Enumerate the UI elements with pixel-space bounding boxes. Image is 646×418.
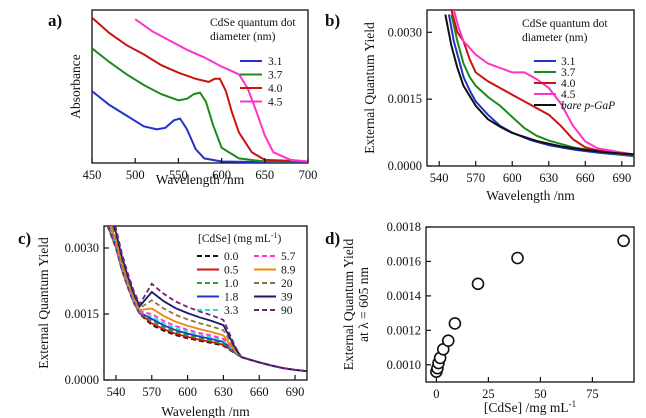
panel-b-legend-label: bare p-GaP <box>561 100 615 112</box>
panel-d-xtick-label: 25 <box>482 387 495 401</box>
panel-d-xtick-label: 50 <box>534 387 547 401</box>
panel-c-ytick-label: 0.0030 <box>65 241 99 255</box>
panel-c-legend-label: 1.8 <box>224 292 239 304</box>
panel-a-series-line <box>134 18 308 163</box>
panel-d-ytick-label: 0.0018 <box>387 220 421 234</box>
panel-c-xtick-label: 630 <box>214 385 233 399</box>
panel-c-legend-label: 20 <box>281 278 293 290</box>
panel-a-frame <box>91 9 309 164</box>
panel-b-xtick-label: 540 <box>430 171 449 185</box>
panel-d-data-point <box>617 234 630 248</box>
panel-c-legend-label: 3.3 <box>224 305 239 317</box>
panel-a-legend-title: diameter (nm) <box>210 31 276 43</box>
panel-a-legend-label: 4.5 <box>268 97 283 109</box>
panel-d-ytick-label: 0.0014 <box>387 289 422 303</box>
panel-d-xtick-label: 75 <box>586 387 599 401</box>
panel-d-ylabel: at λ = 605 nm <box>356 267 371 342</box>
panel-a-xtick-label: 650 <box>255 168 274 182</box>
panel-a-ylabel: Absorbance <box>68 54 83 118</box>
panel-c-xtick-label: 570 <box>142 385 161 399</box>
panel-a-xtick-label: 700 <box>299 168 318 182</box>
panel-a-series-line <box>92 90 308 163</box>
panel-b-xlabel: Wavelength /nm <box>486 188 575 203</box>
panel-c-legend-label: 0.5 <box>224 265 239 277</box>
panel-b-xtick-label: 690 <box>612 171 631 185</box>
panel-a-legend-title: CdSe quantum dot <box>210 17 296 29</box>
panel-d-frame <box>425 226 635 383</box>
panel-a-legend-label: 3.7 <box>268 70 283 82</box>
panel-c-xtick-label: 690 <box>286 385 305 399</box>
panel-b-series-line <box>444 14 634 156</box>
panel-b-legend-label: 3.1 <box>561 56 576 68</box>
panel-a-label: a) <box>48 11 62 30</box>
panel-b-xtick-label: 660 <box>576 171 595 185</box>
panel-b-legend-title: diameter (nm) <box>522 32 588 44</box>
panel-a-xtick-label: 500 <box>126 168 145 182</box>
panel-c-legend-title: [CdSe] (mg mL-1) <box>198 231 282 245</box>
panel-b-label: b) <box>325 11 340 30</box>
panel-c-label: c) <box>18 229 31 248</box>
panel-c-ytick-label: 0.0015 <box>65 307 99 321</box>
panel-b-ytick-label: 0.0015 <box>388 92 422 106</box>
panel-b-xtick-label: 630 <box>539 171 558 185</box>
panel-c-ytick-label: 0.0000 <box>65 373 99 387</box>
panel-a-series-line <box>92 16 308 163</box>
panel-c-legend-label: 0.0 <box>224 251 239 263</box>
panel-b-frame <box>426 9 635 167</box>
panel-c-xtick-label: 660 <box>250 385 269 399</box>
panel-c-legend-label: 90 <box>281 305 293 317</box>
panel-c-legend-label: 1.0 <box>224 278 239 290</box>
panel-c-ylabel: External Quantum Yield <box>36 237 51 369</box>
panel-a-legend-label: 3.1 <box>268 56 283 68</box>
panel-a-xtick-label: 450 <box>83 168 102 182</box>
panel-a-xtick-label: 600 <box>212 168 231 182</box>
panel-b-ytick-label: 0.0030 <box>388 25 422 39</box>
panel-c-legend-title-end: ) <box>278 233 282 245</box>
panel-c-xtick-label: 540 <box>107 385 126 399</box>
panel-a-legend-label: 4.0 <box>268 83 283 95</box>
panel-c-legend-label: 39 <box>281 292 293 304</box>
panel-d-xlabel-sup: -1 <box>569 399 577 409</box>
panel-c-legend-label: 5.7 <box>281 251 296 263</box>
panel-d-data-point <box>511 251 524 265</box>
panel-c-xtick-label: 600 <box>178 385 197 399</box>
panel-b-legend-label: 3.7 <box>561 67 576 79</box>
panel-b-series-line <box>452 10 634 156</box>
panel-d-xtick-label: 0 <box>433 387 439 401</box>
panel-d-data-point <box>448 317 462 330</box>
panel-d-ylabel: External Quantum Yield <box>341 239 356 371</box>
panel-b-series-line <box>450 10 634 157</box>
panel-d-ytick-label: 0.0012 <box>387 323 421 337</box>
panel-c-series-line <box>114 226 307 373</box>
panel-b-legend-label: 4.0 <box>561 78 576 90</box>
panel-b-legend-label: 4.5 <box>561 89 576 101</box>
panel-b-xtick-label: 570 <box>466 171 485 185</box>
panel-d-xlabel: [CdSe] /mg mL-1 <box>484 399 576 415</box>
panel-d-data-point <box>441 334 455 347</box>
panel-d-ytick-label: 0.0016 <box>387 254 421 268</box>
panel-c-frame <box>103 225 308 381</box>
panel-b-xtick-label: 600 <box>503 171 522 185</box>
panel-c-xlabel: Wavelength /nm <box>161 404 250 418</box>
panel-a-xlabel: Wavelength /nm <box>156 172 245 187</box>
panel-d-ytick-label: 0.0010 <box>387 358 421 372</box>
panel-a-xtick-label: 550 <box>169 168 188 182</box>
panel-b-ytick-label: 0.0000 <box>388 159 422 173</box>
panel-b-legend-title: CdSe quantum dot <box>522 18 608 30</box>
panel-c-legend-title-sup: -1 <box>271 231 278 240</box>
panel-d-data-point <box>471 277 485 291</box>
panel-c-legend-label: 8.9 <box>281 265 296 277</box>
panel-b-ylabel: External Quantum Yield <box>362 22 377 154</box>
panel-d-label: d) <box>325 229 340 248</box>
panel-a-series-line <box>92 47 308 163</box>
